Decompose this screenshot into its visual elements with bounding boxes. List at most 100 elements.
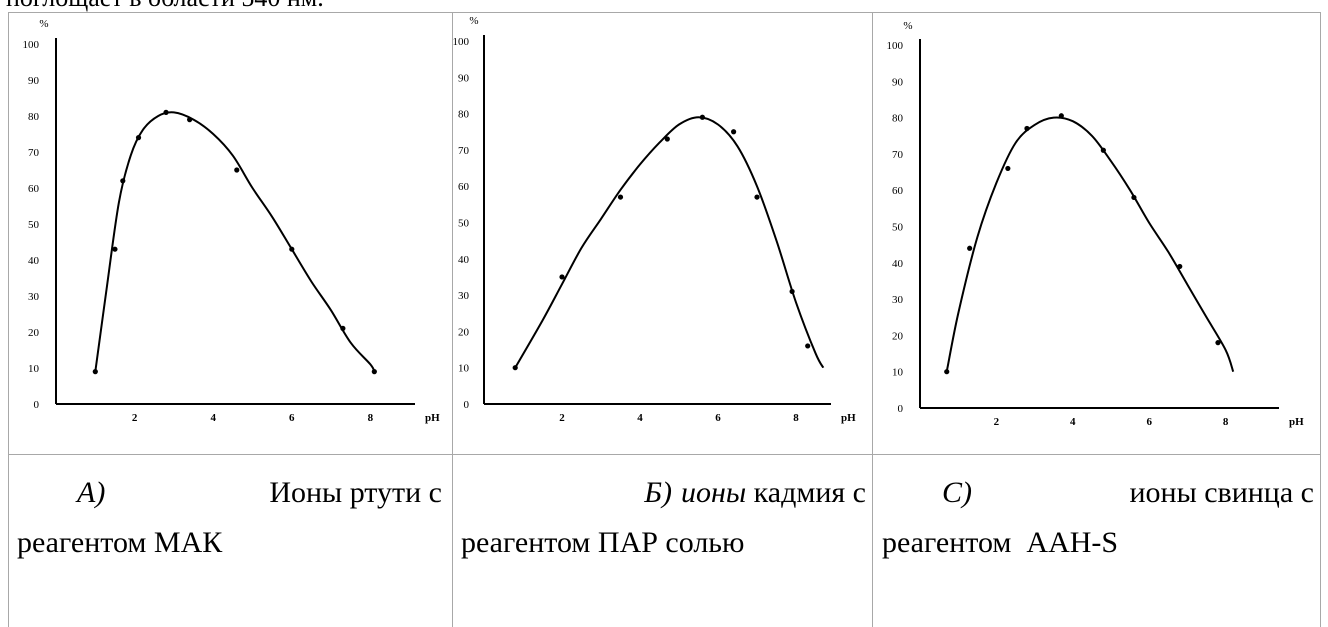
data-point xyxy=(371,369,377,375)
y-tick-label: 80 xyxy=(28,111,40,123)
table-grid xyxy=(0,12,1328,627)
table-border-right xyxy=(1320,12,1321,627)
caption-a: А) Ионы ртути с реагентом МАК xyxy=(17,468,442,568)
caption-a-text: Ионы ртути с xyxy=(269,476,442,509)
caption-b-letter: Б) xyxy=(644,476,672,509)
data-point xyxy=(1005,165,1011,172)
data-point xyxy=(135,135,142,141)
y-tick-label: 40 xyxy=(28,255,40,267)
data-point xyxy=(1058,113,1064,119)
data-point xyxy=(944,369,950,375)
data-point xyxy=(289,246,295,252)
series-line xyxy=(94,111,376,373)
x-axis-label: pH xyxy=(841,412,856,424)
caption-b-line2: реагентом ПАР солью xyxy=(461,526,745,559)
y-tick-label: 10 xyxy=(28,363,40,375)
x-tick-label: 4 xyxy=(1070,416,1076,428)
data-point xyxy=(163,109,169,115)
y-tick-label: 20 xyxy=(892,330,904,342)
y-tick-label: 20 xyxy=(458,326,470,338)
x-axis-label: pH xyxy=(425,412,440,424)
y-axis-label: % xyxy=(903,20,912,32)
data-point xyxy=(1131,194,1137,201)
data-point xyxy=(340,325,346,331)
top-text: поглощает в области 540 нм. xyxy=(6,0,324,14)
y-tick-label: 70 xyxy=(458,145,470,157)
chart-cell-c: 0 10 20 30 40 50 60 70 80 90 100 2 4 6 8% pH xyxy=(873,13,1320,454)
data-point xyxy=(92,369,98,375)
y-tick-label: 100 xyxy=(453,36,470,48)
y-tick-label: 30 xyxy=(892,294,904,306)
data-point xyxy=(559,274,565,280)
data-point xyxy=(187,117,193,123)
caption-c: С) ионы свинца с реагентом ААН-S xyxy=(882,468,1314,568)
y-tick-label: 100 xyxy=(887,40,904,52)
y-tick-label: 80 xyxy=(892,113,904,125)
data-point xyxy=(754,194,760,200)
chart-cell-a: 0 10 20 30 40 50 60 70 80 90 100 2 4 6 8% pH xyxy=(9,13,452,454)
y-tick-label: 70 xyxy=(892,149,904,161)
y-tick-label: 50 xyxy=(892,222,904,234)
y-tick-label: 60 xyxy=(458,181,470,193)
data-point xyxy=(805,343,811,349)
table-row-divider xyxy=(8,454,1321,455)
chart-cell-b: 0 10 20 30 40 50 60 70 80 90 100 2 4 6 8% pH xyxy=(453,13,872,454)
data-point xyxy=(234,167,240,173)
chart-b: 0 10 20 30 40 50 60 70 80 90 100 2 4 6 8% pH xyxy=(453,15,857,424)
y-tick-label: 70 xyxy=(28,147,40,159)
chart-a: 0 10 20 30 40 50 60 70 80 90 100 2 4 6 8% pH xyxy=(23,18,441,424)
y-tick-label: 0 xyxy=(464,399,470,411)
x-tick-label: 4 xyxy=(637,412,643,424)
caption-c-line2: реагентом ААН-S xyxy=(882,526,1119,559)
chart-c: 0 10 20 30 40 50 60 70 80 90 100 2 4 6 8% pH xyxy=(887,20,1305,428)
x-tick-label: 6 xyxy=(1146,416,1152,428)
y-tick-label: 0 xyxy=(898,403,904,415)
table-divider-2 xyxy=(872,12,873,627)
y-tick-label: 90 xyxy=(28,75,40,87)
series-line xyxy=(945,116,1235,373)
y-tick-label: 30 xyxy=(28,291,40,303)
caption-b-text: кадмия с xyxy=(746,476,866,509)
y-tick-label: 30 xyxy=(458,290,470,302)
data-point xyxy=(731,129,737,135)
x-tick-label: 8 xyxy=(793,412,799,424)
data-point xyxy=(120,178,126,184)
y-tick-label: 60 xyxy=(28,183,40,195)
caption-a-line2: реагентом МАК xyxy=(17,526,223,559)
data-point xyxy=(512,365,518,371)
y-axis-label: % xyxy=(39,18,48,30)
data-point xyxy=(1024,125,1030,132)
data-point xyxy=(1100,147,1106,153)
x-tick-label: 6 xyxy=(715,412,721,424)
data-point xyxy=(1177,263,1183,270)
y-tick-label: 20 xyxy=(28,327,40,339)
y-tick-label: 100 xyxy=(23,39,40,51)
x-tick-label: 2 xyxy=(994,416,1000,428)
y-tick-label: 10 xyxy=(458,363,470,375)
data-point xyxy=(967,245,973,251)
x-axis-label: pH xyxy=(1289,416,1304,428)
y-tick-label: 90 xyxy=(892,76,904,88)
data-point xyxy=(112,246,118,252)
y-tick-label: 50 xyxy=(458,218,470,230)
caption-c-text: ионы свинца с xyxy=(1129,476,1314,509)
y-tick-label: 60 xyxy=(892,185,904,197)
data-point xyxy=(789,288,795,295)
data-point xyxy=(1215,340,1221,346)
y-tick-label: 50 xyxy=(28,219,40,231)
caption-b-italic-word: ионы xyxy=(680,476,747,509)
series-line xyxy=(514,116,825,369)
x-tick-label: 2 xyxy=(132,412,138,424)
caption-a-letter: А) xyxy=(77,476,106,509)
y-tick-label: 0 xyxy=(34,399,40,411)
x-tick-label: 6 xyxy=(289,412,295,424)
y-tick-label: 40 xyxy=(458,254,470,266)
y-axis-label: % xyxy=(469,15,478,27)
y-tick-label: 10 xyxy=(892,367,904,379)
y-tick-label: 40 xyxy=(892,258,904,270)
y-tick-label: 80 xyxy=(458,109,470,121)
data-point xyxy=(617,194,624,200)
x-tick-label: 8 xyxy=(1223,416,1229,428)
x-tick-label: 2 xyxy=(559,412,565,424)
caption-b: Б) ионы кадмия с реагентом ПАР солью xyxy=(461,468,866,568)
